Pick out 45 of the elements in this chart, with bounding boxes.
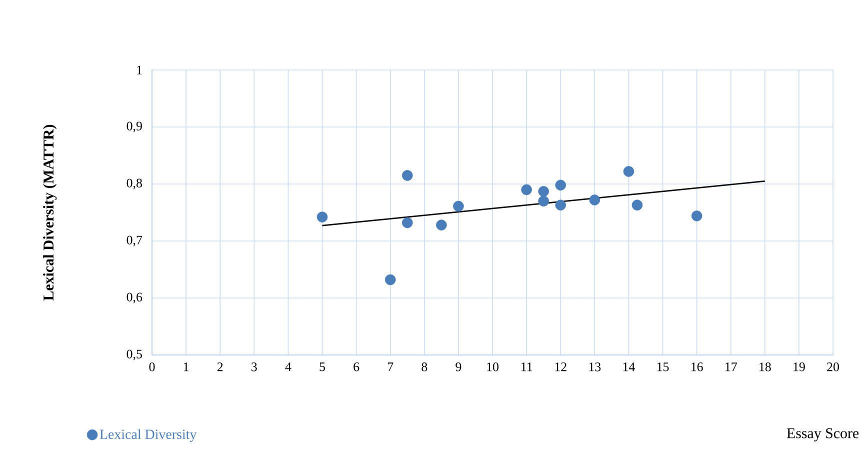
point xyxy=(623,166,634,177)
x-tick-label: 5 xyxy=(320,362,325,372)
x-tick-label: 0 xyxy=(149,362,155,372)
point xyxy=(453,200,464,212)
x-tick-label: 19 xyxy=(794,362,805,372)
point xyxy=(555,180,566,191)
x-tick-label: 12 xyxy=(555,362,566,372)
y-axis-title: Lexical Diversity (MATTR) xyxy=(43,124,57,301)
y-tick-label: 0,6 xyxy=(126,292,142,304)
x-tick-label: 8 xyxy=(422,362,428,372)
x-tick-label: 6 xyxy=(354,362,360,372)
x-tick-label: 11 xyxy=(521,362,532,372)
x-tick-label: 4 xyxy=(285,362,292,372)
y-tick-label: 0,5 xyxy=(126,350,142,360)
x-tick-label: 13 xyxy=(589,362,601,372)
point xyxy=(402,170,413,181)
y-tick-label: 0,8 xyxy=(126,178,142,190)
point xyxy=(436,220,447,230)
point xyxy=(691,210,702,222)
point xyxy=(316,212,328,222)
x-tick-label: 9 xyxy=(456,362,462,372)
point xyxy=(521,184,532,196)
point xyxy=(589,194,600,206)
x-tick-label: 15 xyxy=(657,362,669,372)
x-tick-label: 18 xyxy=(760,362,771,372)
point xyxy=(384,274,396,286)
point xyxy=(402,217,413,228)
x-tick-label: 16 xyxy=(691,362,703,372)
point xyxy=(538,196,549,206)
y-tick-label: 0,9 xyxy=(126,122,142,132)
x-tick-label: 2 xyxy=(217,362,223,372)
x-tick-label: 14 xyxy=(623,362,635,372)
x-tick-label: 20 xyxy=(827,362,839,372)
point xyxy=(555,200,566,210)
y-tick-label: 1 xyxy=(137,66,142,74)
legend-label: Lexical Diversity xyxy=(100,429,197,442)
x-tick-label: 10 xyxy=(487,362,498,372)
x-tick-label: 7 xyxy=(388,362,394,371)
point xyxy=(632,200,643,210)
x-tick-label: 1 xyxy=(184,362,189,372)
point xyxy=(538,186,549,197)
x-tick-label: 3 xyxy=(252,362,257,372)
x-tick-label: 17 xyxy=(726,362,737,372)
x-axis-title: Essay Score xyxy=(786,428,859,442)
y-tick-label: 0,7 xyxy=(126,236,142,246)
